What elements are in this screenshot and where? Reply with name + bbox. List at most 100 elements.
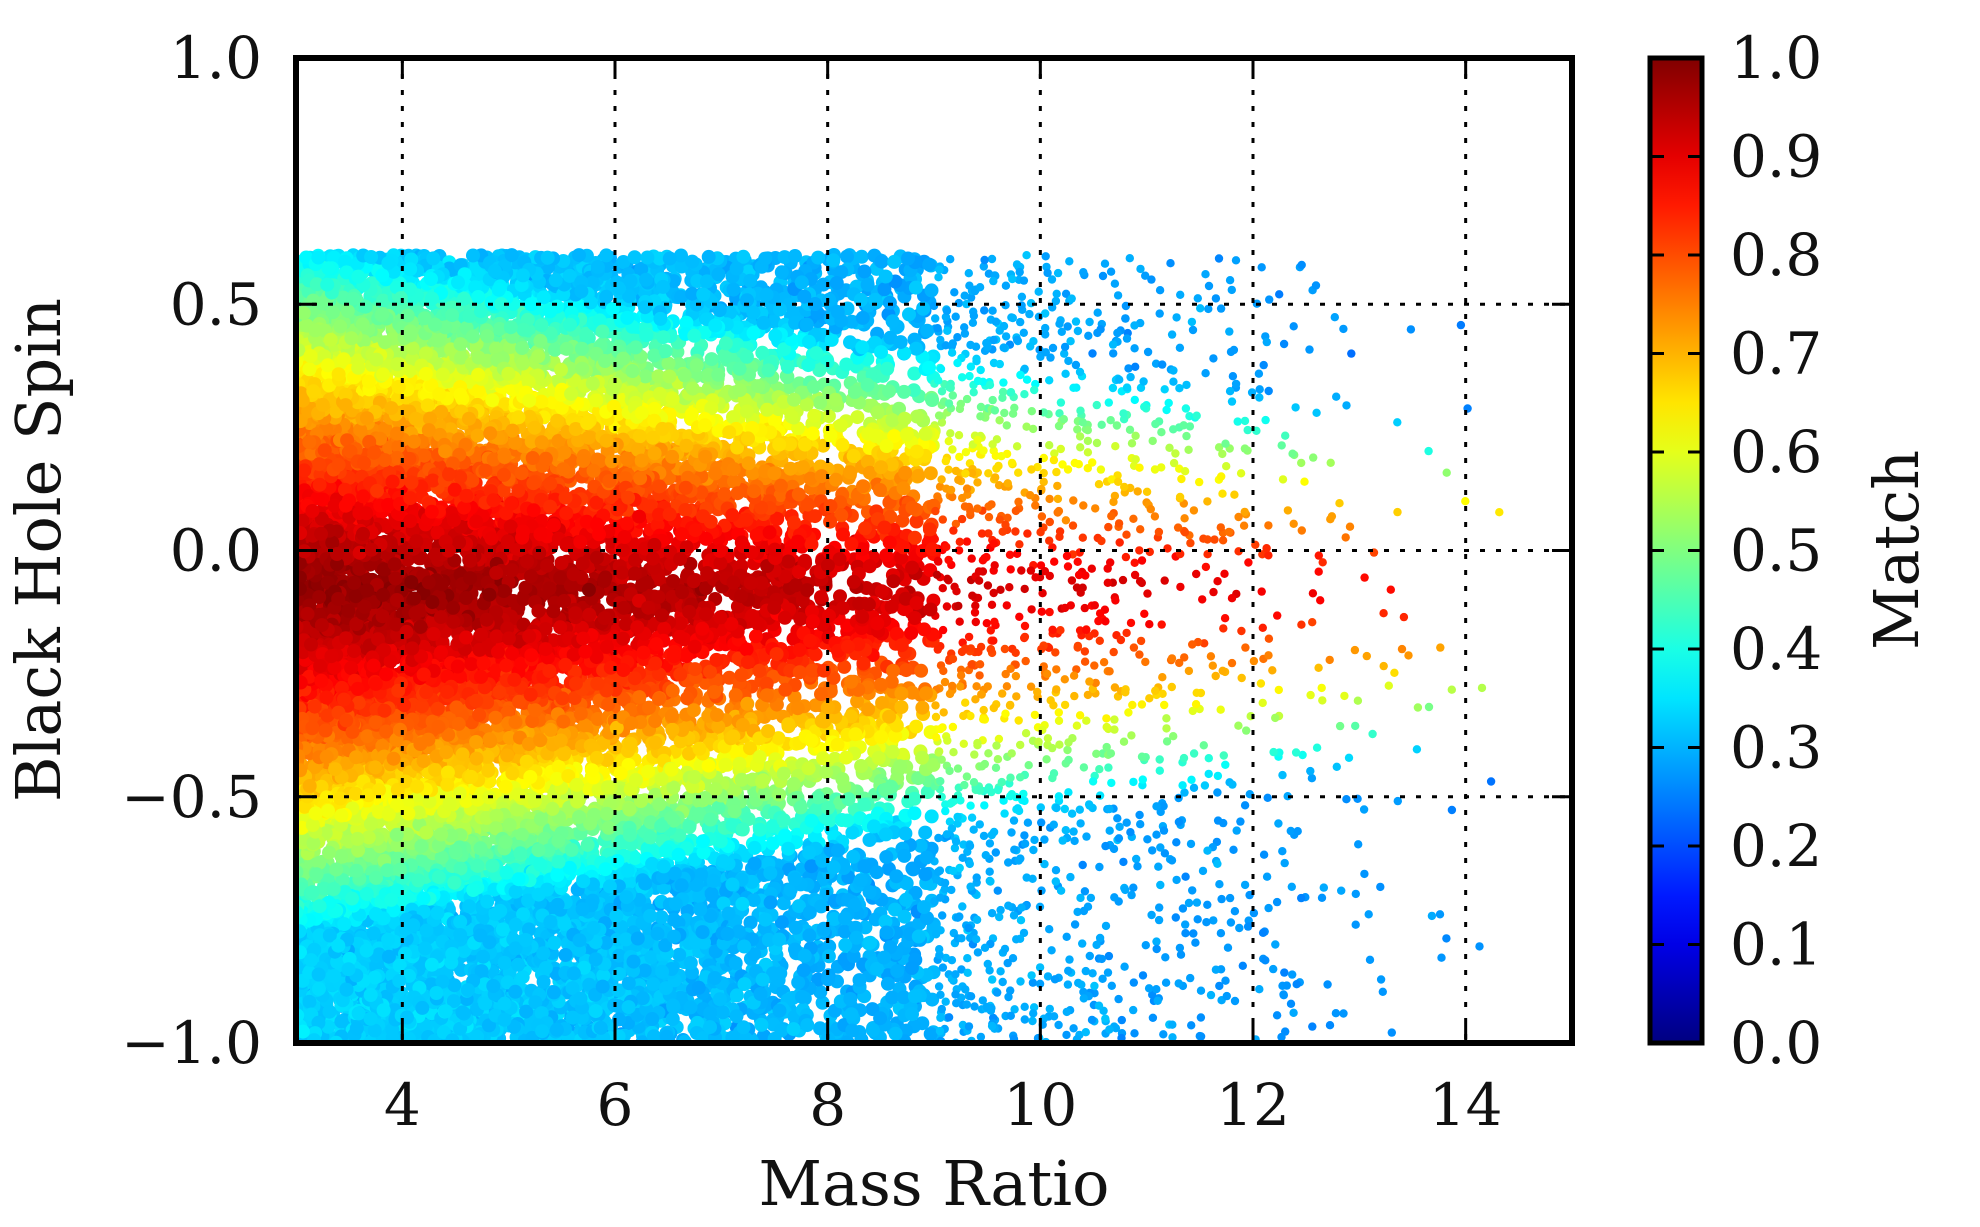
scatter-points [296,248,1504,1043]
data-point [1061,516,1071,525]
data-point [1129,883,1138,892]
data-point [1323,980,1332,989]
data-point [1125,425,1135,434]
data-point [1196,304,1205,313]
data-point [1079,501,1088,510]
data-point [939,708,948,717]
data-point [924,809,939,824]
data-point [1030,710,1040,720]
data-point [1090,981,1099,991]
data-point [966,340,975,350]
data-point [1286,999,1296,1008]
data-point [1119,737,1129,746]
data-point [1141,271,1150,280]
data-point [1265,295,1274,304]
data-point [1192,898,1202,907]
data-point [1412,745,1422,754]
data-point [1362,651,1372,661]
data-point [985,966,994,975]
data-point [1331,1009,1341,1018]
data-point [1359,805,1369,814]
data-point [1158,673,1167,682]
data-point [1144,984,1154,993]
data-point [1121,552,1131,562]
data-point [945,817,955,826]
data-point [1106,558,1115,567]
data-point [1442,468,1451,477]
data-point [1104,522,1113,532]
data-point [1216,929,1226,938]
data-point [1167,330,1177,339]
data-point [1122,530,1131,539]
data-point [1297,620,1306,629]
data-point [1141,657,1150,667]
data-point [985,867,994,876]
data-point [1177,474,1186,484]
data-point [980,306,989,315]
data-point [1096,465,1106,474]
data-point [1060,349,1069,358]
data-point [1054,1020,1063,1030]
data-point [1072,665,1081,674]
data-point [980,801,989,810]
data-point [1273,611,1282,620]
data-point [1155,755,1164,764]
data-point [1201,562,1211,572]
data-point [987,830,996,840]
data-point [1461,497,1470,506]
data-point [1090,661,1099,670]
data-point [937,475,946,484]
data-point [971,617,980,627]
data-point [951,312,960,321]
data-point [1004,901,1013,910]
data-point [993,886,1002,895]
data-point [1072,721,1082,730]
data-point [1297,893,1306,903]
data-point [1155,286,1165,295]
data-point [1078,860,1087,870]
data-point [1309,453,1318,462]
data-point [1145,694,1154,703]
data-point [1259,850,1269,859]
data-point [940,677,950,687]
data-point [941,997,950,1006]
data-point [1055,740,1064,749]
data-point [1067,809,1077,818]
data-point [1063,322,1072,331]
data-point [1086,893,1096,903]
data-point [1213,859,1222,868]
data-point [966,801,975,810]
data-point [1107,778,1116,788]
data-point [948,722,958,732]
data-point [1063,562,1073,571]
data-point [1094,480,1104,489]
data-point [1249,656,1259,666]
data-point [1240,416,1250,426]
data-point [1135,810,1144,820]
data-point [1201,270,1210,279]
data-point [1131,431,1140,440]
data-point [1384,681,1394,690]
data-point [1016,916,1026,925]
data-point [1130,344,1139,353]
data-point [1268,666,1277,675]
data-point [1447,685,1457,694]
data-point [1424,446,1433,456]
data-point [935,482,945,491]
data-point [1206,652,1216,661]
data-point [1203,497,1212,506]
data-point [1081,966,1091,976]
data-point [1365,955,1375,964]
data-point [1088,458,1097,467]
data-point [1047,275,1057,284]
data-point [1262,872,1272,881]
data-point [1075,805,1085,814]
data-point [1045,1004,1055,1014]
data-point [1040,859,1049,869]
data-point [1067,576,1077,585]
data-point [960,329,970,338]
data-point [1070,920,1080,929]
data-point [1160,700,1169,710]
